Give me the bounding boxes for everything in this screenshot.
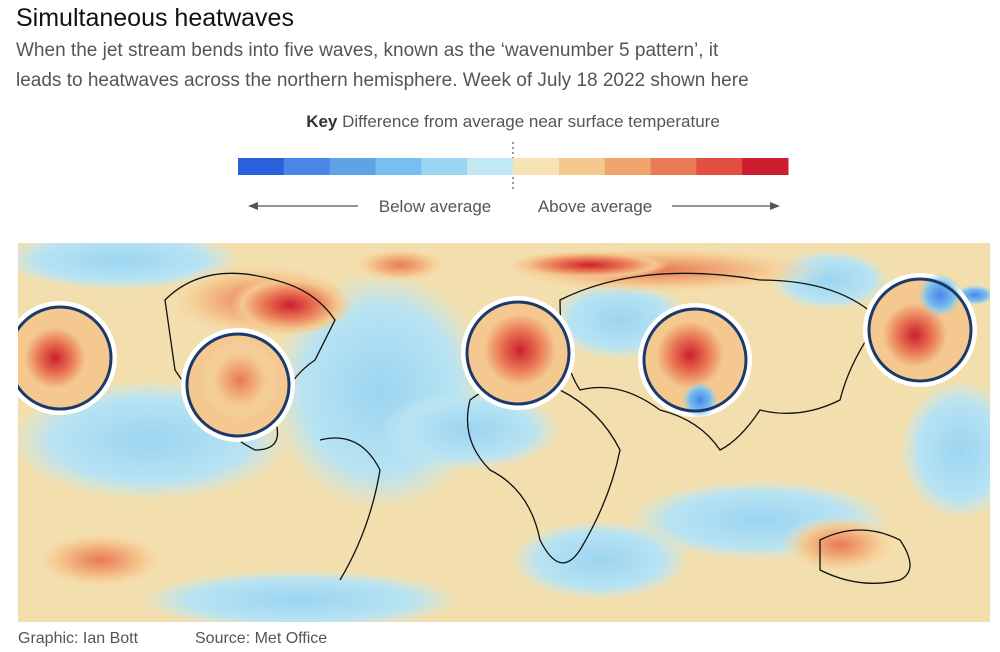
title: Simultaneous heatwaves: [16, 4, 294, 32]
key-swatch: [283, 158, 331, 175]
key-description: Difference from average near surface tem…: [342, 112, 720, 131]
key-swatch: [650, 158, 697, 175]
key-swatch: [558, 158, 606, 175]
key-swatch: [696, 158, 743, 175]
key-swatch: [742, 158, 789, 175]
credit-source: Source: Met Office: [195, 630, 328, 647]
key-swatch: [467, 158, 514, 175]
below-label: Below average: [379, 197, 491, 216]
key-swatch: [375, 158, 422, 175]
above-label: Above average: [538, 197, 652, 216]
subtitle-line: When the jet stream bends into five wave…: [16, 40, 719, 61]
key-swatch: [421, 158, 468, 175]
subtitle-line: leads to heatwaves across the northern h…: [16, 70, 749, 91]
key-swatch: [329, 158, 376, 175]
key-label: Key: [306, 112, 338, 131]
map: [18, 243, 990, 622]
key-bar: [238, 158, 789, 175]
graphic: Below average Above average: [18, 142, 990, 622]
key-swatch: [604, 158, 651, 175]
key-heading: Key Difference from average near surface…: [0, 112, 1000, 132]
key-swatch: [513, 158, 560, 175]
credit-graphic: Graphic: Ian Bott: [18, 630, 139, 647]
key-arrows: [248, 142, 780, 210]
key-swatch: [238, 158, 285, 175]
